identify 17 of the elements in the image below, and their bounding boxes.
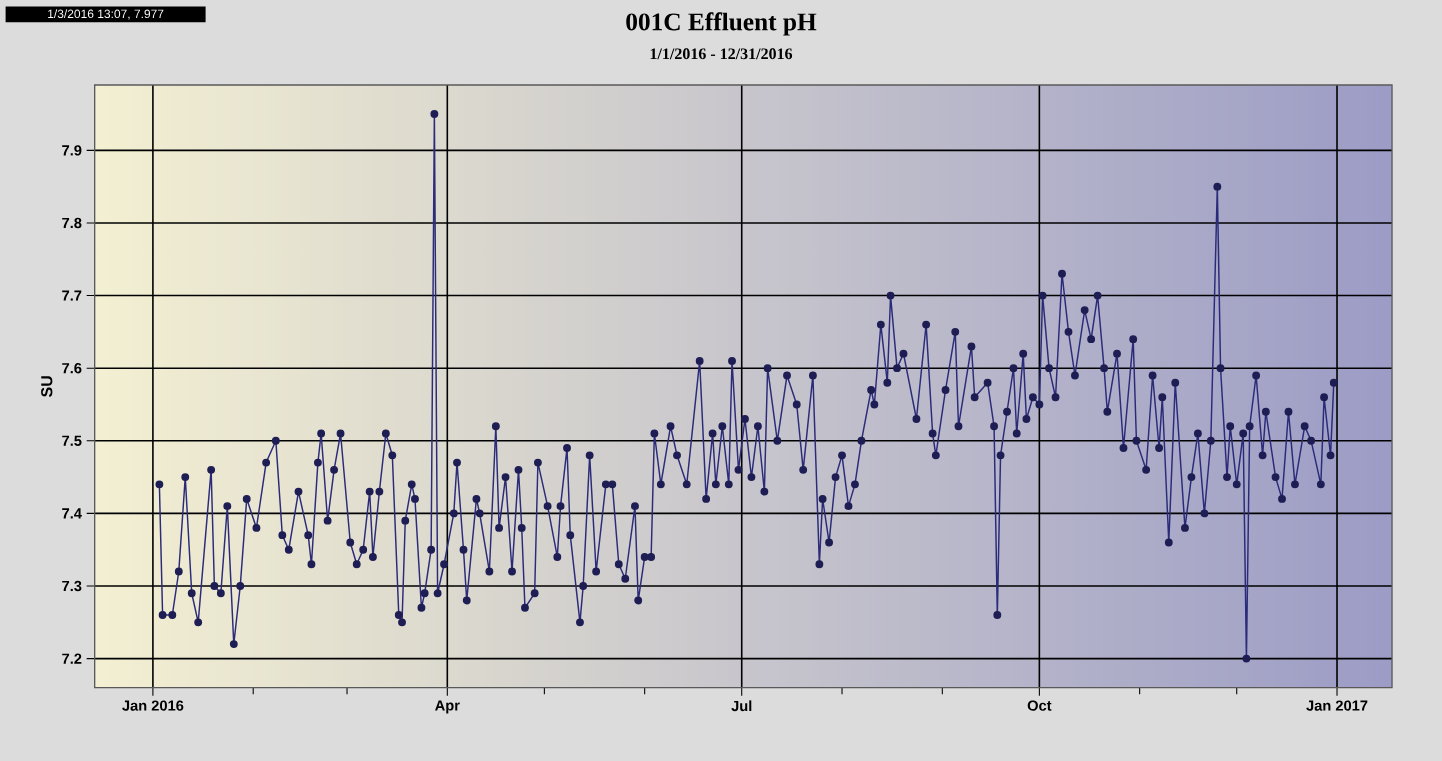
x-tick-label: Oct — [1027, 700, 1052, 711]
y-tick-label: 7.4 — [62, 508, 82, 519]
chart-subtitle: 1/1/2016 - 12/31/2016 — [650, 48, 793, 60]
y-tick-label: 7.5 — [62, 435, 82, 446]
y-tick-label: 7.2 — [62, 653, 82, 664]
x-tick-label: Apr — [435, 700, 460, 714]
y-tick-label: 7.3 — [62, 580, 82, 592]
x-tick-label: Jul — [731, 700, 752, 712]
y-tick-label: 7.9 — [62, 145, 82, 156]
chart-title: 001C Effluent pH — [626, 12, 817, 36]
y-tick-label: 7.6 — [62, 363, 82, 374]
text: 1/3/2016 13:07, 7.977 — [48, 9, 164, 20]
y-axis-title: SU — [41, 376, 53, 397]
y-tick-label: 7.8 — [62, 217, 82, 229]
x-tick-label: Jan 2016 — [122, 700, 184, 711]
y-tick-label: 7.7 — [62, 290, 82, 301]
x-tick-label: Jan 2017 — [1306, 700, 1368, 711]
